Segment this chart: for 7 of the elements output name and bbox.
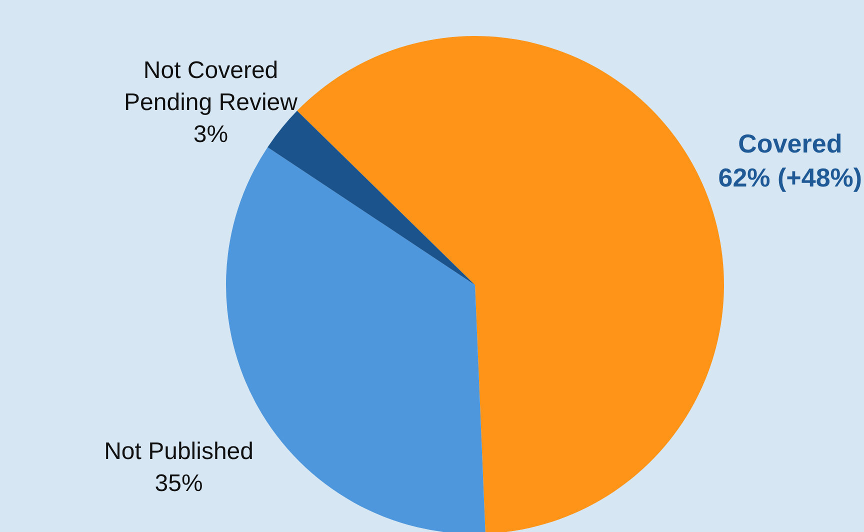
slice-label: Not Published xyxy=(104,438,254,465)
data-label: 62% (+48%) xyxy=(718,162,862,193)
slice-label: Not Covered Pending Review xyxy=(124,57,298,116)
data-label: 3% xyxy=(193,121,228,148)
data-label: 35% xyxy=(154,470,203,497)
slice-label: Covered xyxy=(738,128,842,159)
pie-slice xyxy=(268,110,475,285)
